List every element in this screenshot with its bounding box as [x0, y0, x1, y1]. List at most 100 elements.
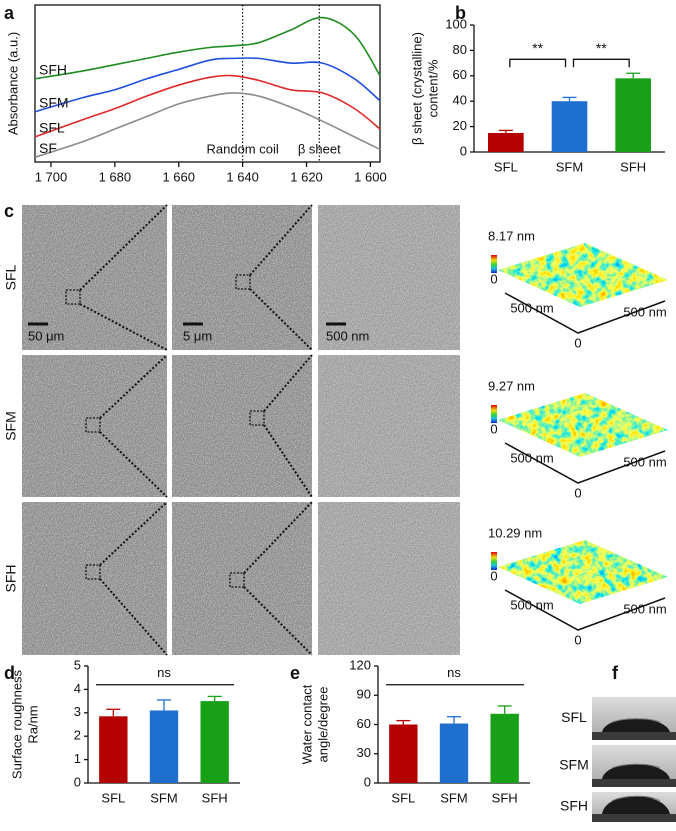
significance-label: ** [532, 40, 543, 56]
plot-frame [34, 4, 381, 163]
x-tick-label: SFH [202, 790, 228, 805]
afm-axes [504, 442, 666, 484]
zoom-box [85, 417, 101, 433]
bar [488, 132, 524, 152]
error-bar [447, 716, 461, 724]
y-tick-label: 1 [74, 751, 81, 766]
afm-max-label: 10.29 nm [488, 525, 542, 540]
y-axis-label: Ra/nm [25, 705, 40, 743]
afm-x-axis-label: 500 nm [623, 601, 666, 616]
panel-letter: e [290, 663, 300, 683]
significance-label: ns [447, 665, 461, 680]
zoom-box [65, 289, 81, 305]
y-tick-label: 90 [357, 687, 371, 702]
droplet [602, 796, 670, 814]
error-bar [157, 699, 171, 711]
droplet-highlight [611, 718, 661, 723]
x-tick-label: SFH [492, 790, 518, 805]
y-tick-label: 60 [357, 716, 371, 731]
y-tick-label: 30 [357, 745, 371, 760]
y-tick-label: 80 [453, 42, 467, 57]
zoom-line [263, 424, 313, 498]
afm-colorbar [491, 255, 497, 273]
zoom-line [99, 431, 168, 498]
sem-image [22, 355, 167, 497]
droplet [602, 718, 670, 732]
x-tick-label: SFL [494, 159, 518, 174]
sem-image [318, 205, 460, 350]
droplet [602, 764, 670, 779]
row-label: SFH [560, 798, 588, 814]
y-tick-label: 4 [74, 681, 81, 696]
afm-surface [498, 243, 668, 307]
significance-bracket [572, 58, 630, 68]
panel-letter: d [4, 663, 15, 683]
error-bar [207, 695, 222, 702]
annotation-label: Random coil [207, 141, 279, 156]
zoom-line [263, 354, 313, 412]
zoom-box [235, 274, 251, 290]
afm-axes [504, 589, 666, 631]
error-bar [562, 96, 577, 102]
x-tick-label: 1 640 [226, 169, 259, 184]
bar [439, 723, 469, 783]
row-label: SFL [561, 709, 587, 725]
spectrum-line [34, 74, 381, 138]
zoom-line [243, 586, 313, 656]
error-bar [497, 705, 512, 714]
x-tick-label: 1 600 [354, 169, 387, 184]
x-tick-label: SFM [556, 159, 583, 174]
afm-x-axis-label: 500 nm [623, 454, 666, 469]
x-tick-label: SFL [101, 790, 125, 805]
y-tick-label: 3 [74, 704, 81, 719]
droplet-highlight [611, 763, 661, 769]
significance-bracket [509, 58, 567, 68]
afm-max-label: 8.17 nm [488, 228, 535, 243]
substrate [592, 732, 676, 740]
error-bar [396, 719, 411, 725]
bar [389, 724, 418, 783]
afm-origin-label: 0 [574, 335, 581, 350]
y-tick-label: 0 [74, 774, 81, 789]
scale-bar-label: 500 nm [326, 328, 369, 343]
zoom-line [99, 578, 168, 656]
droplet-highlight [611, 795, 661, 802]
scale-bar-label: 50 μm [28, 328, 64, 343]
afm-colorbar [491, 405, 497, 423]
zoom-line [99, 354, 168, 419]
zoom-box [249, 410, 265, 426]
afm-y-axis-label: 500 nm [510, 597, 553, 612]
series-label: SF [39, 140, 57, 156]
zoom-line [249, 204, 313, 276]
substrate [592, 779, 676, 787]
afm-surface [498, 540, 668, 604]
x-tick-label: SFL [391, 790, 415, 805]
x-tick-label: SFM [440, 790, 467, 805]
afm-max-label: 9.27 nm [488, 378, 535, 393]
zoom-line [79, 303, 168, 351]
y-tick-label: 2 [74, 728, 81, 743]
y-tick-label: 0 [460, 143, 467, 158]
afm-min-label: 0 [490, 421, 497, 436]
x-tick-label: 1 660 [162, 169, 195, 184]
afm-origin-label: 0 [574, 632, 581, 647]
spectrum-line [34, 92, 381, 159]
zoom-line [249, 288, 313, 351]
y-axis-label: β sheet (crystalline) [409, 32, 424, 145]
substrate [592, 814, 676, 822]
sem-image [172, 502, 312, 655]
afm-y-axis-label: 500 nm [510, 300, 553, 315]
annotation-label: β sheet [298, 141, 341, 156]
x-tick-label: 1 700 [35, 169, 68, 184]
zoom-line [243, 501, 313, 574]
series-label: SFM [39, 94, 69, 110]
scale-bar-label: 5 μm [183, 328, 212, 343]
x-tick-label: SFH [620, 159, 646, 174]
y-tick-label: 120 [349, 657, 371, 672]
error-bar [106, 708, 121, 717]
y-tick-label: 40 [453, 93, 467, 108]
bar [149, 710, 179, 783]
afm-x-axis-label: 500 nm [623, 304, 666, 319]
